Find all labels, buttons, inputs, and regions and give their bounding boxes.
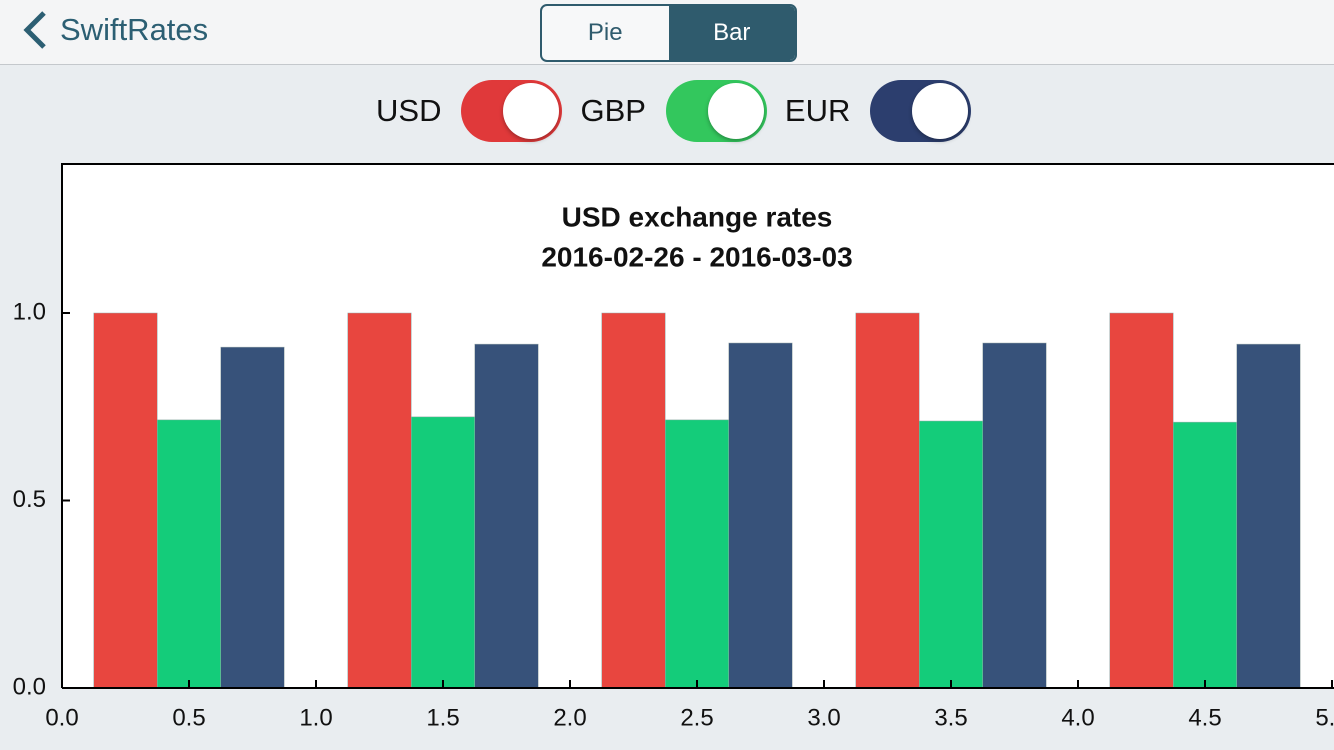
bar xyxy=(601,312,666,689)
segment[interactable]: Bar xyxy=(668,6,795,60)
bar xyxy=(982,342,1047,689)
segmented-control: Pie Bar xyxy=(540,4,797,62)
x-tick-label: 4.5 xyxy=(1188,704,1221,731)
toggle-label: GBP xyxy=(580,93,646,128)
y-tick-label: 0.0 xyxy=(13,673,46,700)
back-chevron xyxy=(23,11,46,49)
x-tick-label: 1.5 xyxy=(426,704,459,731)
x-tick-label: 4.0 xyxy=(1061,704,1094,731)
bar xyxy=(855,312,920,689)
bar xyxy=(665,419,729,689)
nav-bar: SwiftRates Pie Bar xyxy=(0,0,1334,65)
toggle-label: USD xyxy=(376,93,442,128)
bar xyxy=(1173,421,1237,689)
x-tick-label: 1.0 xyxy=(299,704,332,731)
back-button[interactable]: SwiftRates xyxy=(22,8,208,52)
bar xyxy=(919,420,983,689)
bar xyxy=(93,312,158,689)
y-tick-label: 0.5 xyxy=(13,486,46,513)
toggle[interactable] xyxy=(665,80,767,142)
bar xyxy=(347,312,412,689)
bar xyxy=(157,419,221,689)
bar xyxy=(1109,312,1174,689)
bar xyxy=(411,416,475,689)
toggle-row: USD GBP EUR xyxy=(376,80,989,142)
x-tick-label: 3.5 xyxy=(934,704,967,731)
y-tick-label: 1.0 xyxy=(13,298,46,325)
x-tick-label: 3.0 xyxy=(807,704,840,731)
chart-title: USD exchange rates xyxy=(562,201,833,232)
back-label: SwiftRates xyxy=(60,12,209,47)
chart-subtitle: 2016-02-26 - 2016-03-03 xyxy=(541,241,852,272)
x-tick-label: 0.0 xyxy=(45,704,78,731)
segment[interactable]: Pie xyxy=(587,19,623,46)
bar xyxy=(1236,343,1301,689)
bar xyxy=(474,343,539,689)
toggle-label: EUR xyxy=(784,93,851,128)
toggle[interactable] xyxy=(870,80,972,142)
bar xyxy=(220,346,285,689)
x-tick-label: 5.0 xyxy=(1315,704,1334,731)
toggle[interactable] xyxy=(461,80,563,142)
x-tick-label: 2.5 xyxy=(680,704,713,731)
x-tick-label: 0.5 xyxy=(172,704,205,731)
bar xyxy=(728,342,793,689)
x-tick-label: 2.0 xyxy=(553,704,586,731)
